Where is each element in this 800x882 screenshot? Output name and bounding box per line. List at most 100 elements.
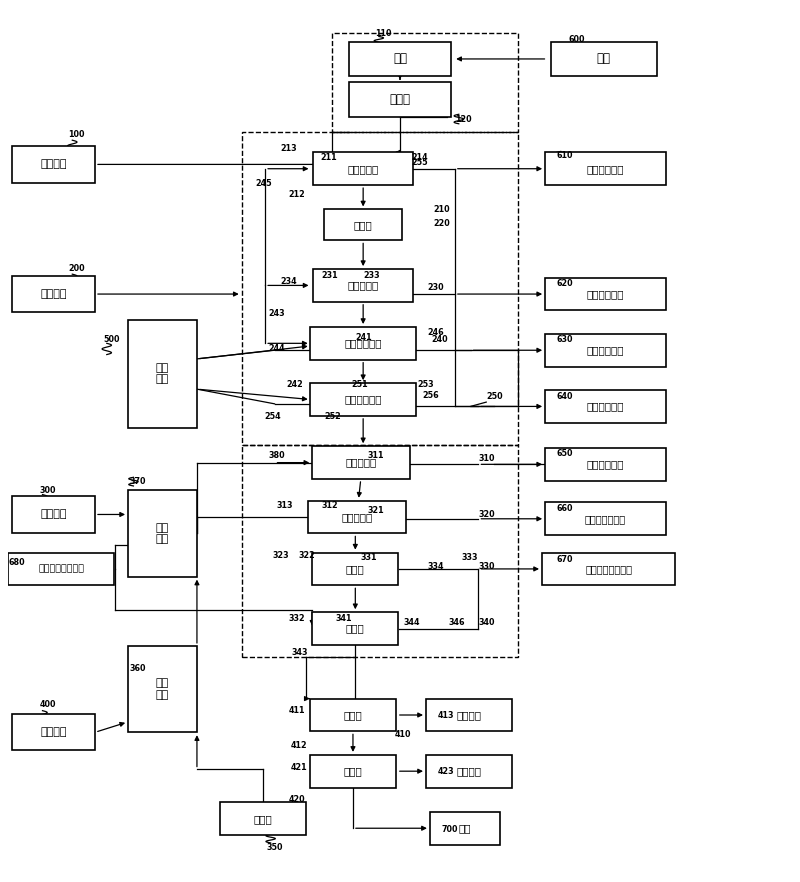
Text: 离心机: 离心机	[343, 766, 362, 776]
FancyBboxPatch shape	[349, 82, 451, 116]
Text: 催化
剂泵: 催化 剂泵	[156, 523, 169, 544]
Text: 630: 630	[557, 335, 574, 344]
Text: 252: 252	[324, 412, 341, 422]
FancyBboxPatch shape	[220, 803, 306, 835]
Text: 原泥泵: 原泥泵	[390, 93, 410, 106]
Bar	[332, 33, 518, 131]
FancyBboxPatch shape	[545, 333, 666, 367]
Text: 244: 244	[268, 344, 285, 353]
Text: 323: 323	[273, 550, 290, 559]
Text: 灌析器: 灌析器	[343, 710, 362, 720]
Text: 350: 350	[266, 842, 283, 852]
FancyBboxPatch shape	[545, 390, 666, 422]
Text: 闪蒸器: 闪蒸器	[346, 624, 365, 633]
Text: 620: 620	[557, 280, 574, 288]
Text: 闪蒸气换热器: 闪蒸气换热器	[345, 394, 382, 405]
FancyBboxPatch shape	[545, 153, 666, 185]
FancyBboxPatch shape	[308, 501, 406, 534]
Text: 反应器: 反应器	[346, 564, 365, 574]
Text: 334: 334	[427, 562, 444, 571]
FancyBboxPatch shape	[426, 755, 512, 788]
Text: 换热系统: 换热系统	[40, 289, 66, 299]
Text: 进料系统: 进料系统	[40, 160, 66, 169]
Text: 212: 212	[289, 191, 306, 199]
Text: 贮槽: 贮槽	[393, 52, 407, 65]
Text: 311: 311	[367, 452, 383, 460]
Bar	[242, 131, 518, 445]
Text: 含催化剂的污泥: 含催化剂的污泥	[585, 514, 626, 524]
Text: 321: 321	[367, 505, 384, 515]
Text: 610: 610	[557, 151, 574, 161]
Text: 600: 600	[569, 34, 585, 43]
Text: 241: 241	[355, 333, 372, 342]
Text: 312: 312	[322, 501, 338, 511]
FancyBboxPatch shape	[313, 153, 414, 185]
Text: 640: 640	[557, 392, 574, 400]
Text: 第一含水污泥: 第一含水污泥	[586, 164, 624, 174]
Text: 脱水系统: 脱水系统	[40, 728, 66, 737]
FancyBboxPatch shape	[12, 714, 94, 751]
Text: 234: 234	[281, 277, 298, 286]
Text: 330: 330	[478, 562, 495, 571]
Text: 254: 254	[264, 412, 281, 422]
Text: 120: 120	[455, 115, 471, 124]
Text: 改性系统: 改性系统	[40, 510, 66, 519]
Text: 231: 231	[322, 271, 338, 280]
FancyBboxPatch shape	[310, 383, 416, 416]
Text: 催化
剂罐: 催化 剂罐	[156, 678, 169, 700]
Text: 322: 322	[298, 550, 315, 559]
Text: 第一混合器: 第一混合器	[345, 458, 377, 467]
Text: 泥饼: 泥饼	[459, 823, 471, 833]
Text: 412: 412	[290, 741, 307, 750]
Text: 245: 245	[255, 179, 271, 188]
Text: 250: 250	[486, 392, 503, 400]
FancyBboxPatch shape	[545, 278, 666, 310]
Text: 421: 421	[290, 763, 307, 773]
Text: 344: 344	[404, 618, 421, 627]
Text: 第三含水污泥: 第三含水污泥	[586, 345, 624, 355]
Text: 400: 400	[39, 700, 56, 709]
Text: 253: 253	[418, 380, 434, 389]
Text: 243: 243	[268, 309, 285, 318]
Text: 200: 200	[68, 264, 85, 273]
Text: 进料泵: 进料泵	[354, 220, 373, 230]
Text: 310: 310	[478, 453, 495, 463]
Text: 700: 700	[442, 826, 458, 834]
Text: 360: 360	[130, 664, 146, 673]
Text: 240: 240	[431, 334, 448, 343]
FancyBboxPatch shape	[128, 319, 197, 428]
FancyBboxPatch shape	[12, 276, 94, 312]
Text: 333: 333	[461, 553, 478, 562]
Text: 256: 256	[422, 391, 438, 400]
FancyBboxPatch shape	[12, 146, 94, 183]
Text: 650: 650	[557, 450, 574, 459]
Text: 第二含水污泥: 第二含水污泥	[586, 289, 624, 299]
FancyBboxPatch shape	[313, 269, 414, 302]
Text: 第二液一固混合物: 第二液一固混合物	[38, 564, 84, 573]
Text: 332: 332	[289, 614, 306, 623]
Text: 211: 211	[320, 153, 337, 162]
Text: 660: 660	[557, 504, 574, 513]
Text: 净化
系统: 净化 系统	[156, 363, 169, 385]
Text: 催化剂: 催化剂	[254, 814, 272, 824]
Text: 污泥: 污泥	[597, 52, 611, 65]
FancyBboxPatch shape	[128, 490, 197, 577]
FancyBboxPatch shape	[551, 41, 657, 76]
Text: 246: 246	[427, 328, 444, 338]
Text: 340: 340	[478, 618, 495, 627]
Text: 233: 233	[363, 271, 380, 280]
Text: 346: 346	[449, 618, 465, 627]
Text: 220: 220	[434, 219, 450, 228]
Text: 500: 500	[104, 334, 120, 343]
FancyBboxPatch shape	[310, 327, 416, 360]
Text: 410: 410	[394, 730, 411, 739]
Text: 423: 423	[438, 766, 454, 775]
Text: 230: 230	[427, 282, 444, 292]
Text: 331: 331	[361, 553, 378, 562]
Text: 670: 670	[557, 555, 574, 564]
Text: 313: 313	[276, 501, 293, 511]
Text: 214: 214	[412, 153, 428, 162]
FancyBboxPatch shape	[324, 209, 402, 241]
Text: 255: 255	[412, 158, 428, 168]
FancyBboxPatch shape	[426, 699, 512, 731]
